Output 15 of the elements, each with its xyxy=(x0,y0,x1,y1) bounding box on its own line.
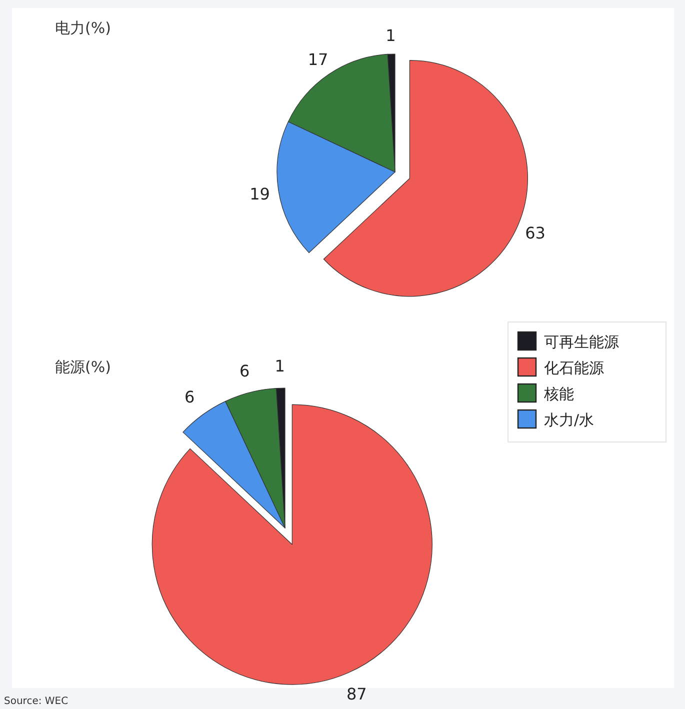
annotation: Source: WEC xyxy=(4,696,68,707)
title: 能源(%) xyxy=(55,358,111,376)
data-label: 87 xyxy=(346,684,367,704)
data-label: 6 xyxy=(184,388,195,407)
data-label: 1 xyxy=(274,356,285,376)
legend-label: 核能 xyxy=(543,385,574,403)
data-label: 17 xyxy=(308,50,328,69)
legend-label: 化石能源 xyxy=(544,359,604,377)
data-label: 63 xyxy=(525,224,546,243)
data-label: 6 xyxy=(240,362,250,381)
data-label: 19 xyxy=(250,184,270,204)
data-label: 1 xyxy=(386,26,396,46)
legend-label: 可再生能源 xyxy=(544,333,619,351)
title: 电力(%) xyxy=(55,19,111,37)
legend-label: 水力/水 xyxy=(544,411,594,429)
